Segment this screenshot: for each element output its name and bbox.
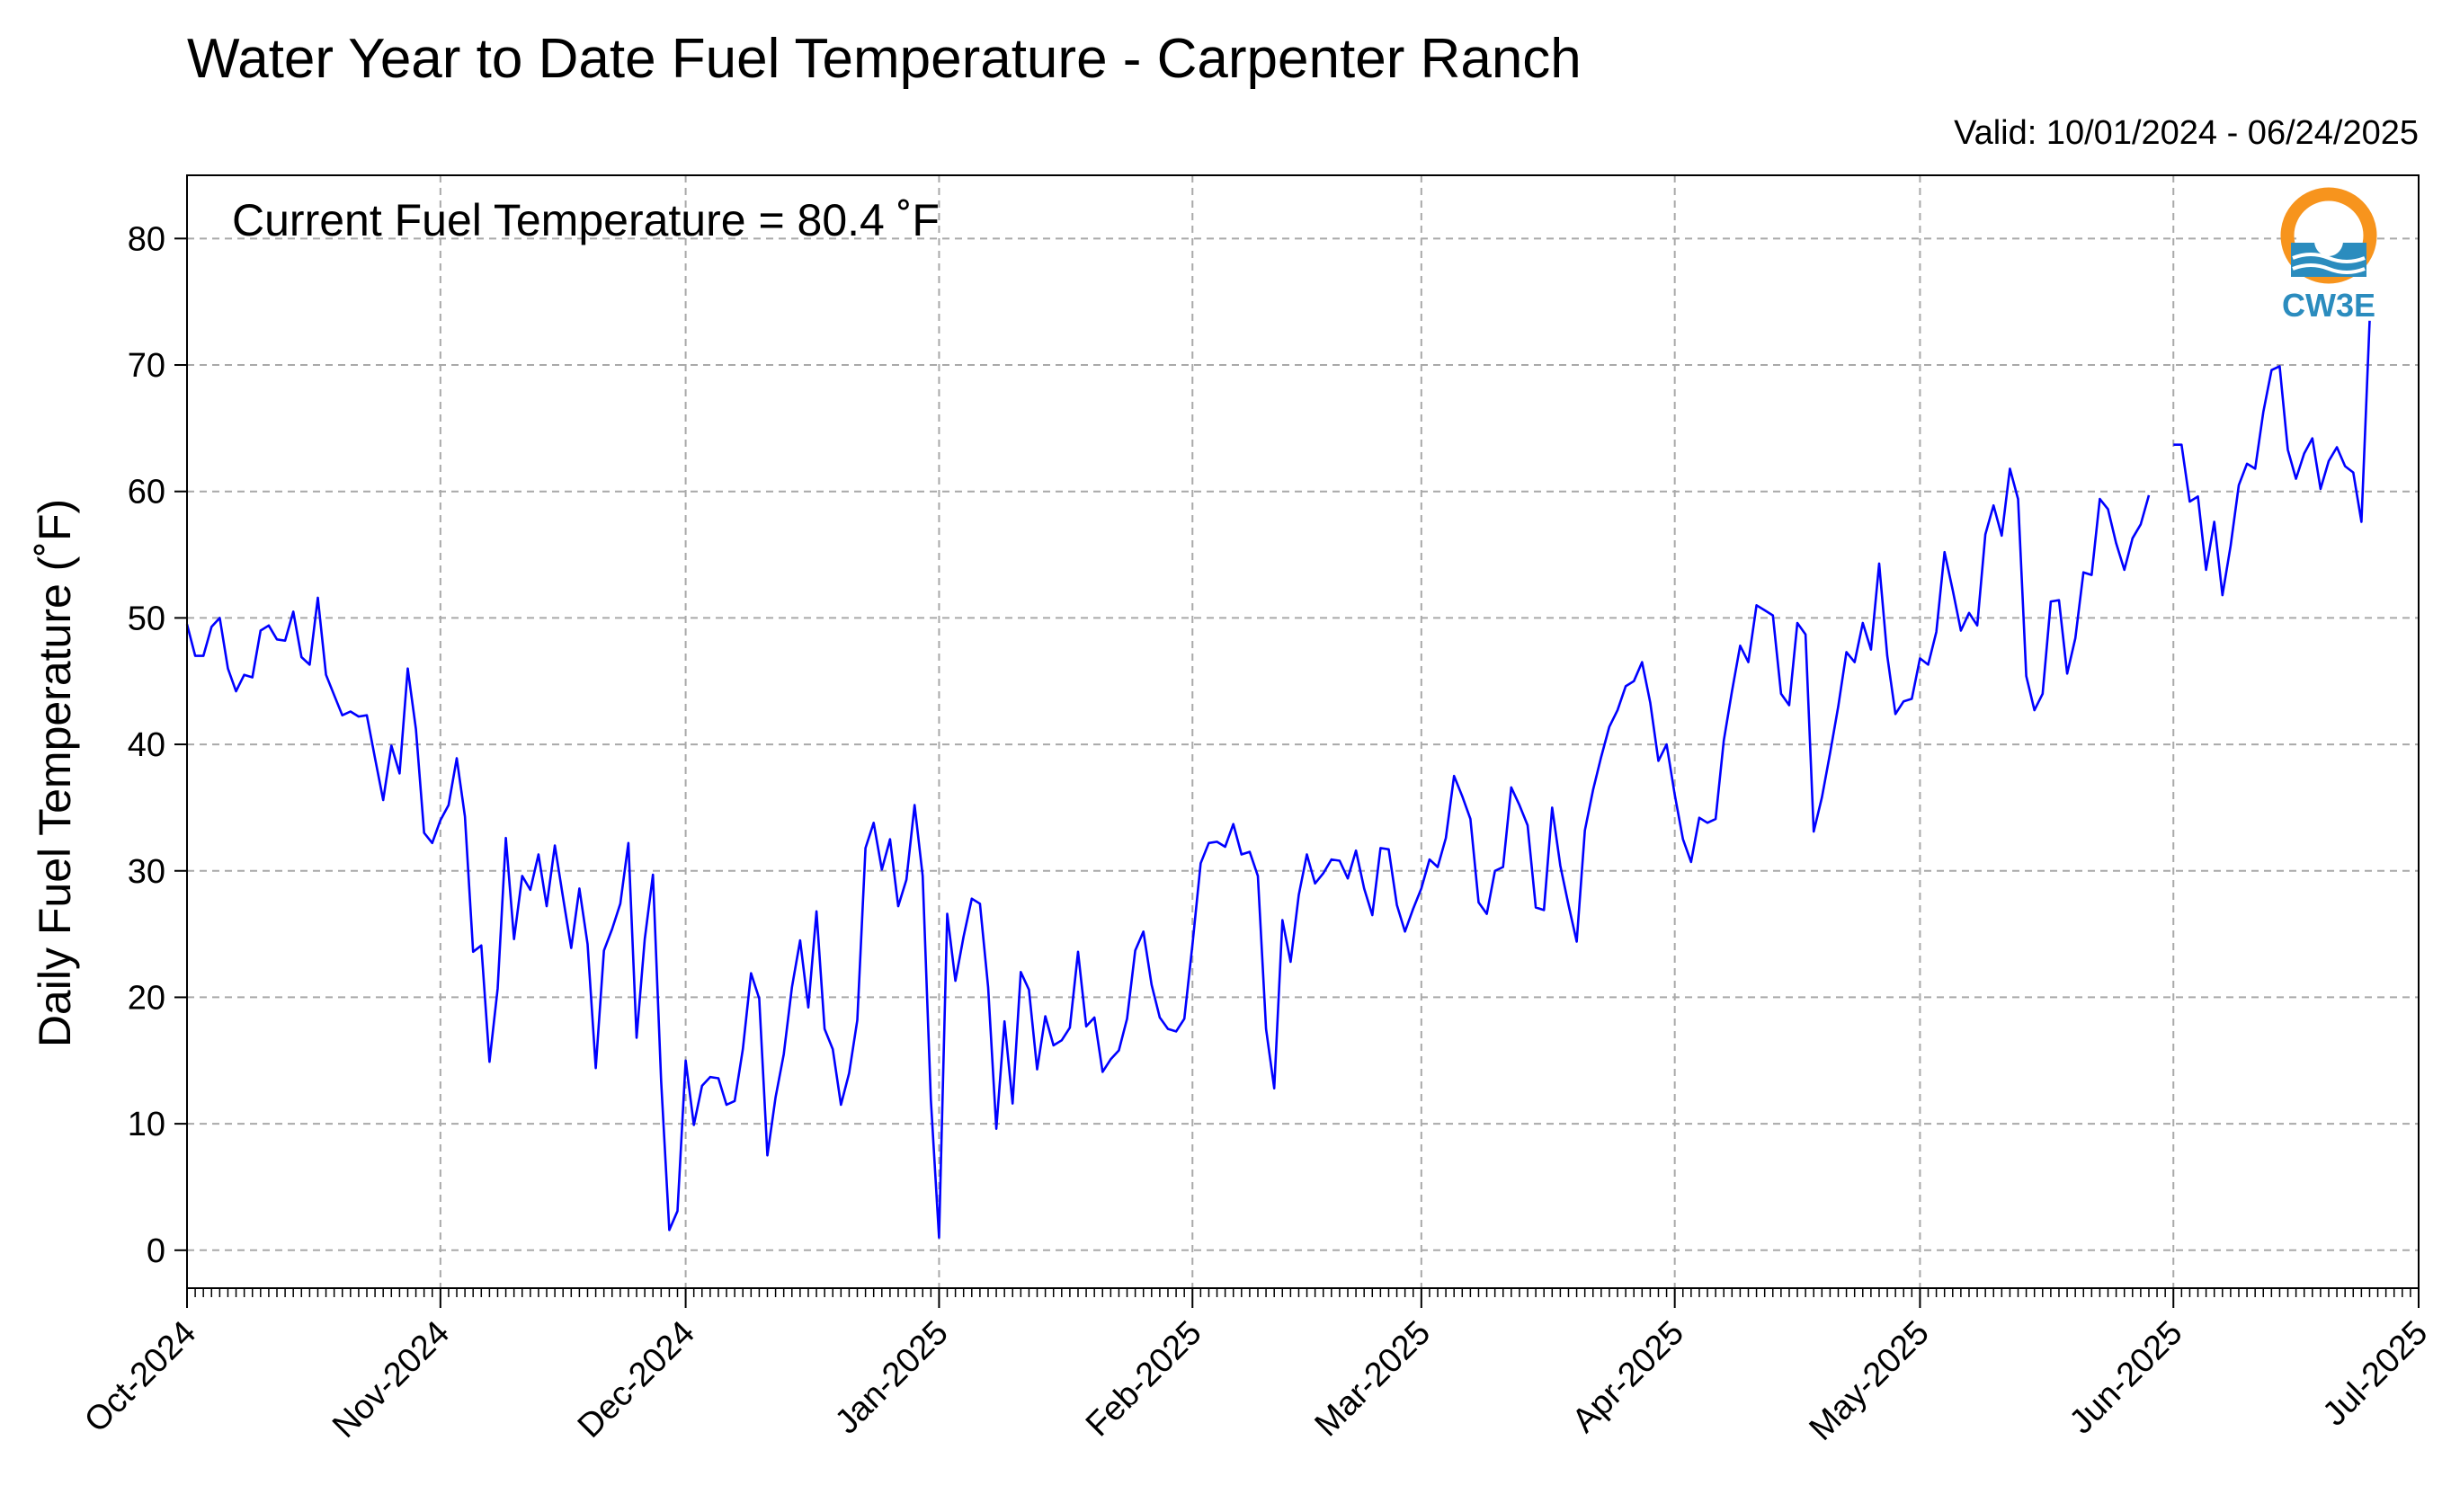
x-tick-label: Jan-2025 (828, 1314, 956, 1442)
fuel-temperature-series-line (185, 467, 2151, 1239)
y-tick-label: 30 (128, 853, 165, 891)
x-tick-label: Nov-2024 (325, 1314, 457, 1445)
x-tick-label: Oct-2024 (77, 1314, 203, 1440)
y-tick-label: 60 (128, 474, 165, 511)
gridlines (186, 175, 2420, 1288)
logo-wave-line (2292, 253, 2366, 263)
x-tick-label: Jul-2025 (2316, 1314, 2436, 1434)
x-tick-label: Mar-2025 (1307, 1314, 1438, 1445)
logo-wave-line (2292, 263, 2366, 274)
cw3e-logo: CW3E (2280, 187, 2377, 324)
plot-frame (186, 174, 2420, 1289)
x-tick-label: Apr-2025 (1565, 1314, 1691, 1440)
y-tick-label: 20 (128, 979, 165, 1017)
fuel-temperature-series-line (2173, 320, 2371, 597)
y-tick-label: 40 (128, 726, 165, 764)
x-tick-label: Jun-2025 (2063, 1314, 2190, 1442)
y-tick-label: 10 (128, 1106, 165, 1143)
raindrop-icon (2314, 209, 2343, 256)
x-tick-labels: Oct-2024 Nov-2024 Dec-2024 Jan-2025 Feb-2025… (77, 1314, 2435, 1448)
series-lines (185, 320, 2371, 1239)
axis-ticks (174, 237, 2420, 1308)
y-tick-labels: 0 10 20 30 40 50 60 70 80 (128, 220, 165, 1269)
logo-text: CW3E (2282, 287, 2375, 324)
current-fuel-temperature-annotation: Current Fuel Temperature = 80.4 ˚F (232, 195, 940, 245)
x-tick-label: Feb-2025 (1079, 1314, 1209, 1445)
valid-date-range: Valid: 10/01/2024 - 06/24/2025 (1954, 114, 2419, 152)
y-tick-label: 80 (128, 220, 165, 258)
y-tick-label: 70 (128, 347, 165, 385)
y-tick-label: 50 (128, 600, 165, 637)
chart-title: Water Year to Date Fuel Temperature - Ca… (187, 28, 1582, 90)
x-tick-label: May-2025 (1803, 1314, 1937, 1448)
y-tick-label: 0 (147, 1232, 165, 1270)
y-axis-label: Daily Fuel Temperature (˚F) (30, 499, 80, 1047)
x-tick-label: Dec-2024 (571, 1314, 702, 1445)
